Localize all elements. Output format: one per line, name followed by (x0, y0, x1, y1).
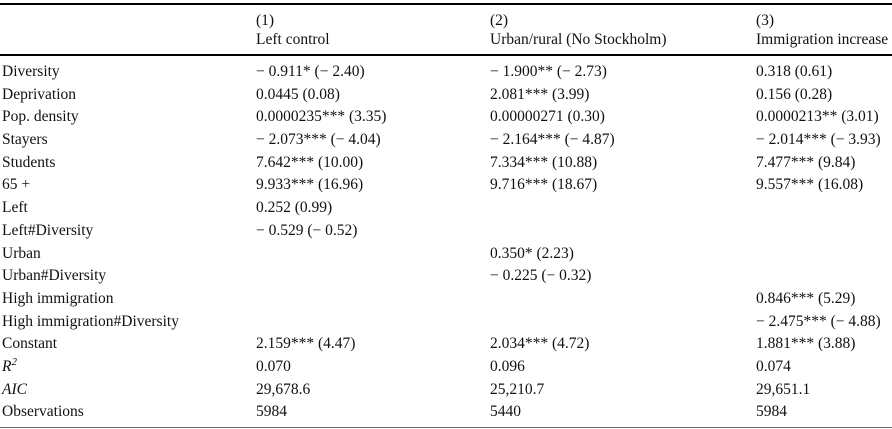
cell-model2 (490, 197, 756, 220)
header-model-1: (1) Left control (256, 11, 490, 49)
table-top-rule (0, 3, 892, 5)
table-row-urban: Urban 0.350* (2.23) (0, 243, 892, 266)
table-row-left-diversity: Left#Diversity − 0.529 (− 0.52) (0, 220, 892, 243)
cell-model3: 1.881*** (3.88) (756, 335, 856, 353)
cell-model3: 7.477*** (9.84) (756, 153, 856, 171)
row-label: Deprivation (2, 85, 77, 103)
table-row-diversity: Diversity − 0.911* (− 2.40) − 1.900** (−… (0, 61, 892, 84)
table-row-left: Left 0.252 (0.99) (0, 197, 892, 220)
cell-model2 (490, 311, 756, 334)
row-label: High immigration#Diversity (2, 312, 179, 330)
cell-model3: 0.074 (756, 357, 791, 375)
header-model-3: (3) Immigration increase (756, 11, 892, 49)
row-label: AIC (2, 380, 27, 398)
cell-model1: 7.642*** (10.00) (256, 153, 364, 171)
cell-model1 (256, 243, 490, 266)
table-header-rule (0, 54, 892, 56)
cell-model2: 2.034*** (4.72) (490, 335, 590, 353)
model-3-name: Immigration increase (756, 31, 889, 48)
cell-model3 (756, 197, 892, 220)
cell-model3: 0.0000213** (3.01) (756, 108, 879, 126)
cell-model2: 2.081*** (3.99) (490, 85, 590, 103)
row-label: Left#Diversity (2, 221, 94, 239)
cell-model3 (756, 265, 892, 288)
cell-model2: 0.096 (490, 357, 525, 375)
cell-model1: 9.933*** (16.96) (256, 176, 364, 194)
table-row-observations: Observations 5984 5440 5984 (0, 401, 892, 424)
cell-model1: − 2.073*** (− 4.04) (256, 131, 381, 149)
row-label: R2 (0, 356, 256, 379)
table-row-r-squared: R2 0.070 0.096 0.074 (0, 356, 892, 379)
cell-model1: 0.0445 (0.08) (256, 85, 340, 103)
table-row-high-immigration: High immigration 0.846*** (5.29) (0, 288, 892, 311)
row-label: Urban#Diversity (2, 267, 107, 285)
cell-model2: 25,210.7 (490, 380, 545, 398)
row-label: Urban (2, 244, 41, 262)
table-row-students: Students 7.642*** (10.00) 7.334*** (10.8… (0, 152, 892, 175)
row-label: Diversity (2, 63, 60, 80)
table-row-stayers: Stayers − 2.073*** (− 4.04) − 2.164*** (… (0, 129, 892, 152)
cell-model2: 0.00000271 (0.30) (490, 108, 605, 126)
row-label: Stayers (2, 131, 48, 149)
cell-model3 (756, 243, 892, 266)
row-label: High immigration (2, 289, 114, 307)
model-2-name: Urban/rural (No Stockholm) (490, 31, 667, 48)
cell-model3: 0.156 (0.28) (756, 85, 833, 103)
cell-model3: 29,651.1 (756, 380, 811, 398)
cell-model1: 0.0000235*** (3.35) (256, 108, 387, 126)
row-label: Pop. density (2, 108, 79, 126)
cell-model1 (256, 311, 490, 334)
table-row-65plus: 65 + 9.933*** (16.96) 9.716*** (18.67) 9… (0, 174, 892, 197)
row-label: Students (2, 153, 56, 171)
cell-model2: − 1.900** (− 2.73) (490, 63, 607, 80)
cell-model3: − 2.014*** (− 3.93) (756, 131, 881, 149)
cell-model1: − 0.911* (− 2.40) (256, 63, 365, 80)
cell-model1: 5984 (256, 403, 287, 421)
cell-model3: 0.846*** (5.29) (756, 289, 856, 307)
header-model-2: (2) Urban/rural (No Stockholm) (490, 11, 756, 49)
model-1-name: Left control (256, 31, 330, 48)
cell-model1: 2.159*** (4.47) (256, 335, 356, 353)
r-squared-base: R (2, 357, 12, 375)
cell-model1: − 0.529 (− 0.52) (256, 221, 358, 239)
table-row-urban-diversity: Urban#Diversity − 0.225 (− 0.32) (0, 265, 892, 288)
cell-model1: 0.252 (0.99) (256, 199, 333, 217)
table-row-aic: AIC 29,678.6 25,210.7 29,651.1 (0, 379, 892, 402)
cell-model3: − 2.475*** (− 4.88) (756, 312, 881, 330)
cell-model1: 0.070 (256, 357, 291, 375)
cell-model2: − 2.164*** (− 4.87) (490, 131, 615, 149)
model-2-number: (2) (490, 12, 509, 29)
cell-model2: 5440 (490, 403, 521, 421)
cell-model2: 0.350* (2.23) (490, 244, 574, 262)
row-label: Observations (2, 403, 84, 421)
cell-model3 (756, 220, 892, 243)
cell-model1: 29,678.6 (256, 380, 311, 398)
cell-model1 (256, 265, 490, 288)
table-header-row: (1) Left control (2) Urban/rural (No Sto… (0, 5, 892, 54)
cell-model3: 0.318 (0.61) (756, 63, 833, 80)
cell-model1 (256, 288, 490, 311)
header-variable-column (0, 11, 256, 49)
cell-model3: 9.557*** (16.08) (756, 176, 864, 194)
table-body: Diversity − 0.911* (− 2.40) − 1.900** (−… (0, 56, 892, 424)
table-row-deprivation: Deprivation 0.0445 (0.08) 2.081*** (3.99… (0, 84, 892, 107)
cell-model3: 5984 (756, 403, 787, 421)
row-label: Constant (2, 335, 58, 353)
r-squared-exponent: 2 (11, 355, 17, 368)
cell-model2: 9.716*** (18.67) (490, 176, 598, 194)
cell-model2 (490, 220, 756, 243)
table-row-constant: Constant 2.159*** (4.47) 2.034*** (4.72)… (0, 333, 892, 356)
cell-model2: − 0.225 (− 0.32) (490, 267, 592, 285)
row-label: 65 + (2, 176, 31, 194)
cell-model2 (490, 288, 756, 311)
model-3-number: (3) (756, 12, 775, 29)
cell-model2: 7.334*** (10.88) (490, 153, 598, 171)
model-1-number: (1) (256, 12, 275, 29)
table-row-pop-density: Pop. density 0.0000235*** (3.35) 0.00000… (0, 106, 892, 129)
table-row-high-immigration-diversity: High immigration#Diversity − 2.475*** (−… (0, 311, 892, 334)
row-label: Left (2, 199, 28, 217)
